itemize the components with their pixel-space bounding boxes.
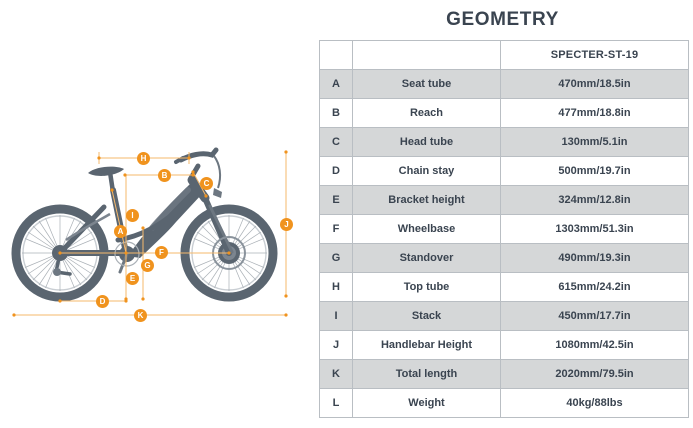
header-name-cell: [352, 40, 501, 70]
diagram-badge-E: E: [126, 272, 139, 285]
bicycle-illustration: [11, 147, 288, 317]
row-key: F: [319, 214, 353, 244]
row-value: 615mm/24.2in: [500, 272, 689, 302]
row-value: 324mm/12.8in: [500, 185, 689, 215]
row-value: 500mm/19.7in: [500, 156, 689, 186]
diagram-badge-H: H: [137, 152, 150, 165]
row-name: Top tube: [352, 272, 501, 302]
measurement-endpoints: [12, 150, 288, 317]
diagram-badge-D: D: [96, 295, 109, 308]
table-row: J Handlebar Height 1080mm/42.5in: [319, 330, 689, 360]
row-name: Handlebar Height: [352, 330, 501, 360]
row-key: H: [319, 272, 353, 302]
row-value: 40kg/88lbs: [500, 388, 689, 418]
table-row: D Chain stay 500mm/19.7in: [319, 156, 689, 186]
row-value: 450mm/17.7in: [500, 301, 689, 331]
diagram-badge-J: J: [280, 218, 293, 231]
row-name: Seat tube: [352, 69, 501, 99]
header-model-cell: SPECTER-ST-19: [500, 40, 689, 70]
row-name: Weight: [352, 388, 501, 418]
geometry-table: SPECTER-ST-19 A Seat tube 470mm/18.5in B…: [319, 40, 689, 418]
diagram-badge-F: F: [155, 246, 168, 259]
row-value: 470mm/18.5in: [500, 69, 689, 99]
diagram-badge-A: A: [114, 225, 127, 238]
row-name: Standover: [352, 243, 501, 273]
row-name: Chain stay: [352, 156, 501, 186]
table-row: A Seat tube 470mm/18.5in: [319, 69, 689, 99]
row-value: 1080mm/42.5in: [500, 330, 689, 360]
table-row: F Wheelbase 1303mm/51.3in: [319, 214, 689, 244]
diagram-badge-B: B: [158, 169, 171, 182]
row-key: J: [319, 330, 353, 360]
table-row: E Bracket height 324mm/12.8in: [319, 185, 689, 215]
header-key-cell: [319, 40, 353, 70]
table-row: L Weight 40kg/88lbs: [319, 388, 689, 418]
table-header-row: SPECTER-ST-19: [319, 40, 689, 70]
table-row: B Reach 477mm/18.8in: [319, 98, 689, 128]
page-title: GEOMETRY: [446, 9, 559, 30]
row-name: Head tube: [352, 127, 501, 157]
row-key: K: [319, 359, 353, 389]
table-row: I Stack 450mm/17.7in: [319, 301, 689, 331]
diagram-badge-C: C: [200, 177, 213, 190]
diagram-badge-G: G: [141, 259, 154, 272]
row-value: 2020mm/79.5in: [500, 359, 689, 389]
row-key: E: [319, 185, 353, 215]
diagram-badge-K: K: [134, 309, 147, 322]
geometry-panel: GEOMETRY SPECTER-ST-19 A Seat tube 470mm…: [312, 0, 693, 428]
table-row: G Standover 490mm/19.3in: [319, 243, 689, 273]
row-name: Total length: [352, 359, 501, 389]
table-row: C Head tube 130mm/5.1in: [319, 127, 689, 157]
row-name: Wheelbase: [352, 214, 501, 244]
row-value: 477mm/18.8in: [500, 98, 689, 128]
row-key: D: [319, 156, 353, 186]
row-key: B: [319, 98, 353, 128]
bicycle-geometry-diagram: A B C D E F G H I J K: [0, 0, 312, 428]
row-key: I: [319, 301, 353, 331]
row-key: G: [319, 243, 353, 273]
row-key: L: [319, 388, 353, 418]
row-value: 490mm/19.3in: [500, 243, 689, 273]
row-value: 130mm/5.1in: [500, 127, 689, 157]
table-row: H Top tube 615mm/24.2in: [319, 272, 689, 302]
row-name: Reach: [352, 98, 501, 128]
row-value: 1303mm/51.3in: [500, 214, 689, 244]
row-key: A: [319, 69, 353, 99]
row-key: C: [319, 127, 353, 157]
row-name: Bracket height: [352, 185, 501, 215]
diagram-badge-I: I: [126, 209, 139, 222]
table-row: K Total length 2020mm/79.5in: [319, 359, 689, 389]
row-name: Stack: [352, 301, 501, 331]
